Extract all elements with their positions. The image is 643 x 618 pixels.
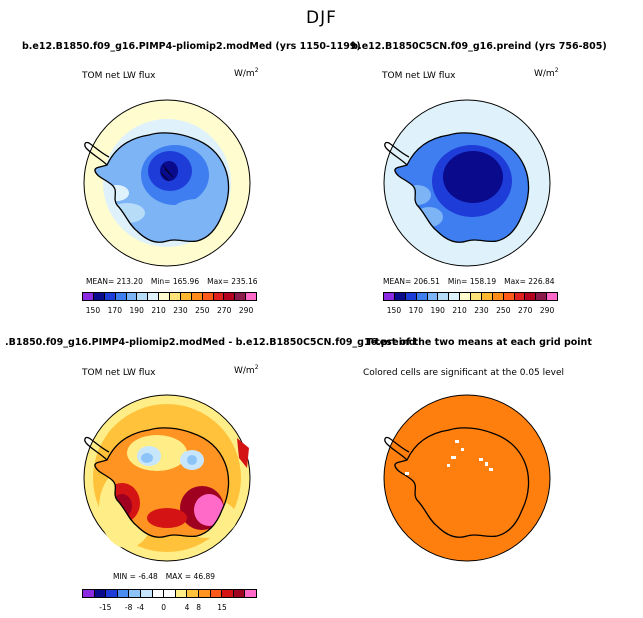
colorbar-swatch <box>536 293 548 300</box>
colorbar-ticks-top-right: 150 170 190 210 230 250 270 290 <box>383 306 558 316</box>
map-bottom-right <box>383 394 551 562</box>
colorbar-swatch <box>416 293 428 300</box>
significance-note: Colored cells are significant at the 0.0… <box>363 368 565 378</box>
colorbar-swatch <box>115 293 127 300</box>
colorbar-swatch <box>170 293 181 300</box>
colorbar-tick-label: 190 <box>430 306 445 315</box>
colorbar-swatch <box>246 293 256 300</box>
colorbar-swatch <box>222 590 234 597</box>
figure-suptitle: DJF <box>306 8 337 28</box>
map-bottom-left <box>83 394 251 562</box>
colorbar-tick-label: 150 <box>85 306 101 315</box>
colorbar-tick-label: 190 <box>129 306 144 315</box>
colorbar-swatch <box>525 293 537 300</box>
colorbar-tick-label: -15 <box>99 603 112 612</box>
colorbar-tick-label: 210 <box>452 306 467 315</box>
colorbar-swatch <box>210 590 223 597</box>
colorbar-swatch <box>83 590 95 597</box>
colorbar-swatch <box>438 293 450 300</box>
colorbar-swatch <box>471 293 482 300</box>
colorbar-swatch <box>140 590 153 597</box>
colorbar-swatch <box>106 590 118 597</box>
colorbar-tick-label: 15 <box>217 603 227 612</box>
colorbar-swatch <box>224 293 236 300</box>
colorbar-tick-label: 270 <box>217 306 232 315</box>
colorbar-tick-label: 170 <box>107 306 122 315</box>
colorbar-tick-label: 230 <box>173 306 188 315</box>
colorbar-swatch <box>198 590 211 597</box>
colorbar-swatch <box>187 590 199 597</box>
colorbar-bottom-left <box>82 589 257 598</box>
colorbar-swatch <box>394 293 406 300</box>
colorbar-tick-label: 250 <box>496 306 511 315</box>
stats-bottom-left: MIN = -6.48 MAX = 46.89 <box>113 572 216 581</box>
colorbar-swatch <box>233 590 246 597</box>
colorbar-swatch <box>481 293 493 300</box>
colorbar-swatch <box>104 293 116 300</box>
colorbar-tick-label: 230 <box>474 306 489 315</box>
colorbar-swatch <box>245 590 256 597</box>
colorbar-tick-label: -8 <box>124 603 133 612</box>
insignificant-cells <box>405 440 493 475</box>
colorbar-swatch <box>384 293 395 300</box>
colorbar-swatch <box>137 293 149 300</box>
colorbar-top-right <box>383 292 558 301</box>
colorbar-swatch <box>164 590 176 597</box>
stats-top-right: MEAN= 206.51 Min= 158.19 Max= 226.84 <box>383 277 555 286</box>
colorbar-swatch <box>126 293 138 300</box>
stats-top-left: MEAN= 213.20 Min= 165.96 Max= 235.16 <box>86 277 258 286</box>
colorbar-swatch <box>427 293 439 300</box>
colorbar-swatch <box>93 293 105 300</box>
colorbar-swatch <box>148 293 160 300</box>
panel-title-bottom-right: T-test of the two means at each grid poi… <box>366 337 592 348</box>
colorbar-swatch <box>117 590 130 597</box>
map-top-right <box>383 99 551 267</box>
colorbar-swatch <box>180 293 192 300</box>
colorbar-swatch <box>213 293 225 300</box>
colorbar-tick-label: 270 <box>518 306 533 315</box>
map-top-left <box>83 99 251 267</box>
colorbar-tick-label: 8 <box>196 603 202 612</box>
units-bottom-left: W/m2 <box>234 364 259 376</box>
colorbar-swatch <box>152 590 165 597</box>
panel-title-top-left: b.e12.B1850.f09_g16.PIMP4-pliomip2.modMe… <box>22 41 361 52</box>
units-top-right: W/m2 <box>534 67 559 79</box>
colorbar-swatch <box>547 293 557 300</box>
colorbar-tick-label: 150 <box>386 306 402 315</box>
variable-label-bottom-left: TOM net LW flux <box>82 368 156 378</box>
units-top-left: W/m2 <box>234 67 259 79</box>
colorbar-top-left <box>82 292 257 301</box>
colorbar-tick-label: 250 <box>195 306 210 315</box>
colorbar-ticks-bottom-left: -15 -8 -4 0 4 8 15 <box>82 603 257 613</box>
colorbar-swatch <box>83 293 94 300</box>
colorbar-tick-label: 0 <box>161 603 167 612</box>
colorbar-swatch <box>514 293 526 300</box>
colorbar-swatch <box>460 293 471 300</box>
variable-label-top-right: TOM net LW flux <box>382 71 456 81</box>
colorbar-tick-label: 290 <box>539 306 555 315</box>
colorbar-swatch <box>191 293 203 300</box>
colorbar-swatch <box>492 293 504 300</box>
colorbar-swatch <box>449 293 461 300</box>
colorbar-swatch <box>405 293 417 300</box>
colorbar-ticks-top-left: 150 170 190 210 230 250 270 290 <box>82 306 257 316</box>
colorbar-tick-label: 170 <box>408 306 423 315</box>
colorbar-tick-label: 210 <box>151 306 166 315</box>
panel-title-top-right: b.e12.B1850C5CN.f09_g16.preind (yrs 756-… <box>351 41 607 52</box>
colorbar-swatch <box>202 293 214 300</box>
colorbar-swatch <box>235 293 247 300</box>
colorbar-swatch <box>129 590 141 597</box>
colorbar-swatch <box>159 293 170 300</box>
colorbar-tick-label: -4 <box>136 603 145 612</box>
variable-label-top-left: TOM net LW flux <box>82 71 156 81</box>
colorbar-swatch <box>94 590 107 597</box>
colorbar-tick-label: 4 <box>184 603 190 612</box>
colorbar-swatch <box>503 293 515 300</box>
colorbar-swatch <box>175 590 188 597</box>
panel-title-bottom-left: .B1850.f09_g16.PIMP4-pliomip2.modMed - b… <box>5 337 416 348</box>
colorbar-tick-label: 290 <box>238 306 254 315</box>
